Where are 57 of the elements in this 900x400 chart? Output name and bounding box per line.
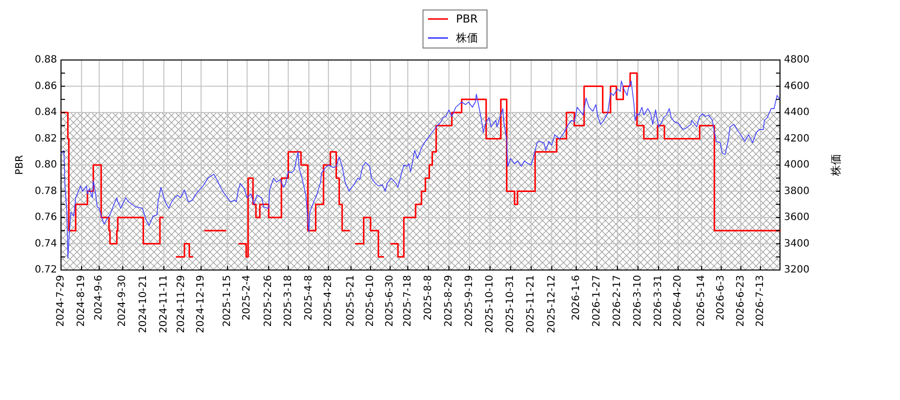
- x-tick-label: 2025-12-12: [546, 275, 558, 334]
- x-tick-label: 2026-3-31: [653, 275, 664, 327]
- y2-tick-label: 3200: [784, 264, 810, 276]
- x-tick-label: 2025-8-29: [443, 275, 454, 327]
- x-tick-label: 2026-6-3: [716, 275, 727, 320]
- x-tick-label: 2025-7-18: [402, 275, 414, 327]
- x-tick-label: 2025-2-4: [242, 275, 253, 320]
- y-tick-label: 0.86: [34, 80, 57, 92]
- y2-tick-label: 3600: [784, 212, 810, 223]
- x-tick-label: 2024-12-19: [196, 275, 207, 334]
- x-tick-label: 2025-2-26: [263, 275, 274, 327]
- y-tick-label: 0.72: [34, 264, 57, 276]
- x-tick-label: 2025-4-8: [303, 275, 314, 320]
- y-tick-label: 0.84: [34, 107, 57, 118]
- x-tick-label: 2025-3-18: [282, 275, 294, 327]
- x-tick-label: 2024-9-6: [94, 275, 105, 320]
- x-tick-label: 2024-7-29: [56, 275, 66, 327]
- y-tick-label: 0.82: [34, 133, 57, 144]
- x-tick-label: 2025-10-31: [505, 275, 516, 334]
- y2-tick-label: 4600: [784, 80, 810, 92]
- x-tick-label: 2025-5-21: [345, 275, 356, 327]
- y-tick-label: 0.74: [34, 238, 57, 250]
- y-tick-label: 0.78: [34, 186, 57, 197]
- x-tick-label: 2025-11-21: [526, 275, 537, 334]
- legend-label: 株価: [456, 32, 478, 44]
- x-tick-label: 2025-4-28: [322, 275, 334, 327]
- x-tick-label: 2025-1-15: [222, 275, 234, 327]
- x-tick-label: 2024-8-19: [76, 275, 88, 327]
- x-tick-label: 2026-6-23: [735, 275, 746, 327]
- x-tick-label: 2024-11-29: [176, 275, 187, 334]
- x-tick-label: 2024-9-30: [117, 275, 128, 327]
- x-tick-label: 2024-11-11: [158, 275, 170, 334]
- x-tick-label: 2026-5-14: [696, 275, 708, 327]
- x-tick-label: 2026-4-20: [672, 275, 684, 327]
- y2-tick-label: 4000: [784, 160, 810, 170]
- y2-tick-label: 4200: [784, 133, 810, 144]
- y2-tick-label: 3400: [784, 238, 810, 250]
- y2-tick-label: 4400: [784, 107, 810, 118]
- y2-tick-label: 3800: [784, 186, 810, 197]
- x-tick-label: 2024-10-21: [138, 275, 149, 334]
- y-tick-label: 0.76: [34, 212, 57, 223]
- y2label: 株価: [830, 154, 842, 176]
- x-tick-label: 2026-3-10: [632, 275, 644, 327]
- x-tick-label: 2026-1-6: [570, 275, 582, 320]
- ylabel: PBR: [14, 155, 26, 175]
- x-tick-label: 2025-6-10: [365, 275, 376, 327]
- y2-tick-label: 4800: [784, 54, 810, 66]
- x-tick-label: 2025-6-30: [384, 275, 396, 327]
- x-tick-label: 2026-7-13: [754, 275, 766, 327]
- x-tick-label: 2026-1-27: [591, 275, 602, 327]
- x-tick-label: 2026-2-17: [612, 275, 623, 327]
- x-tick-label: 2025-9-19: [464, 275, 475, 327]
- legend-label: PBR: [456, 12, 478, 26]
- x-tick-label: 2025-10-10: [484, 275, 496, 334]
- y-tick-label: 0.80: [34, 160, 57, 170]
- x-tick-label: 2025-8-8: [422, 275, 434, 320]
- y-tick-label: 0.88: [34, 54, 57, 66]
